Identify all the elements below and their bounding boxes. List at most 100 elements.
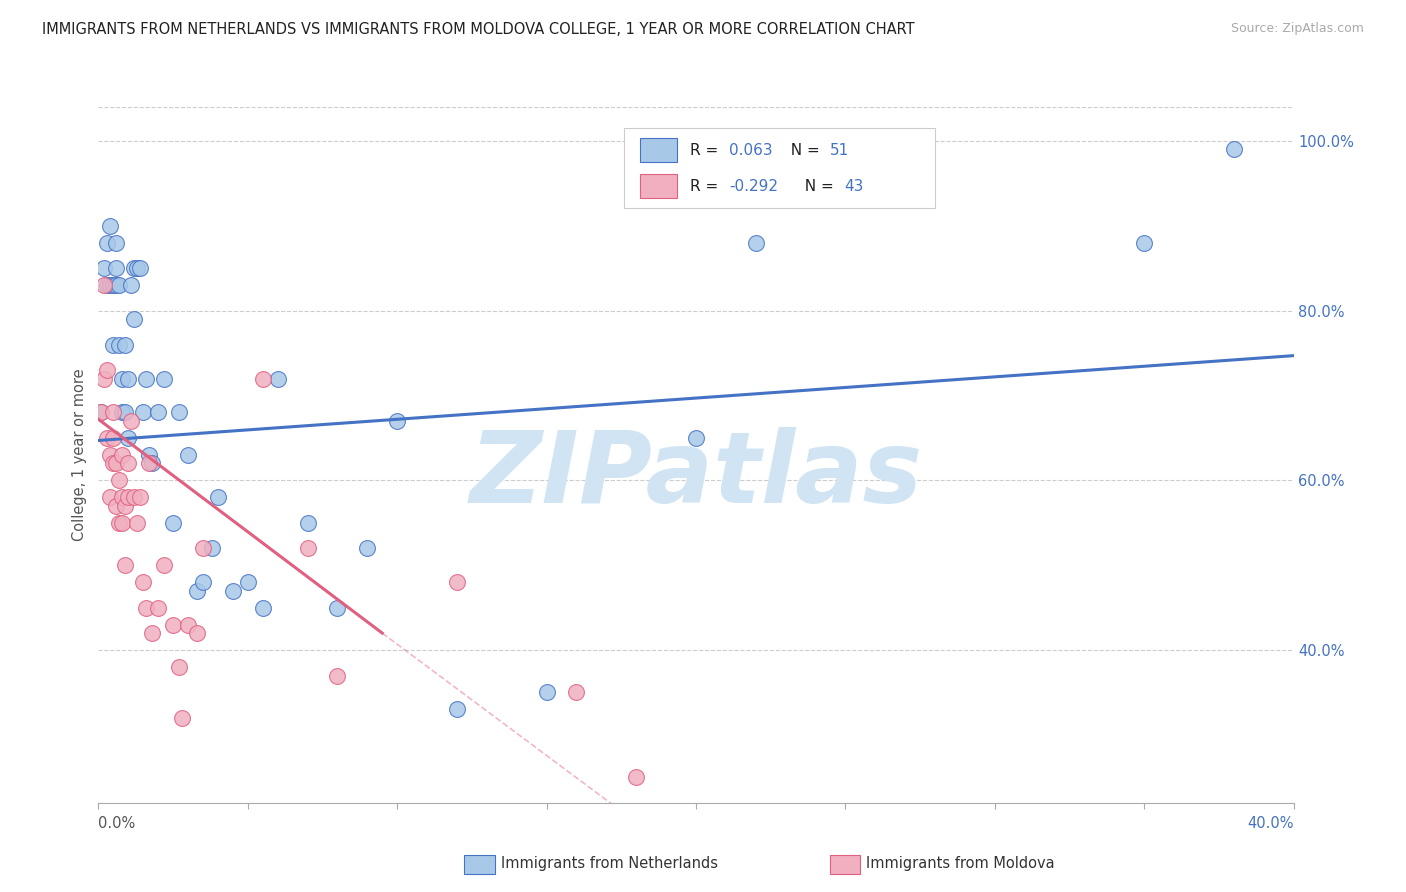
Point — [326, 600, 349, 615]
Point — [93, 261, 115, 276]
Text: 51: 51 — [830, 143, 849, 158]
Point — [297, 541, 319, 556]
Point — [141, 457, 163, 471]
Point — [252, 600, 274, 615]
Point — [148, 405, 170, 419]
Point — [90, 405, 112, 419]
Point — [108, 337, 131, 351]
Point — [103, 405, 125, 419]
Point — [117, 431, 139, 445]
Point — [96, 278, 118, 293]
Point — [162, 516, 184, 530]
Point — [108, 474, 131, 488]
Point — [745, 235, 768, 250]
Point — [132, 575, 155, 590]
Point — [124, 491, 146, 505]
Point — [267, 371, 290, 385]
Point — [191, 541, 214, 556]
Point — [132, 405, 155, 419]
Point — [127, 261, 149, 276]
Point — [108, 516, 131, 530]
Point — [148, 600, 170, 615]
Point — [129, 491, 152, 505]
Point — [236, 575, 259, 590]
Point — [446, 702, 468, 716]
Point — [191, 575, 214, 590]
Point — [167, 405, 190, 419]
Point — [100, 448, 122, 462]
Text: Immigrants from Netherlands: Immigrants from Netherlands — [501, 856, 717, 871]
Text: N =: N = — [794, 178, 838, 194]
Point — [153, 371, 176, 385]
Point — [103, 337, 125, 351]
Point — [117, 371, 139, 385]
Point — [108, 278, 131, 293]
Point — [162, 617, 184, 632]
Point — [186, 583, 208, 598]
Point — [127, 516, 149, 530]
Point — [153, 558, 176, 573]
Text: N =: N = — [780, 143, 824, 158]
Point — [103, 278, 125, 293]
Text: 0.0%: 0.0% — [98, 815, 135, 830]
Text: Immigrants from Moldova: Immigrants from Moldova — [866, 856, 1054, 871]
Point — [685, 431, 707, 445]
Point — [114, 337, 136, 351]
Point — [117, 491, 139, 505]
Point — [96, 363, 118, 377]
Point — [111, 405, 134, 419]
Point — [103, 457, 125, 471]
Text: Source: ZipAtlas.com: Source: ZipAtlas.com — [1230, 22, 1364, 36]
Point — [222, 583, 245, 598]
Point — [565, 685, 588, 699]
Point — [100, 219, 122, 233]
Point — [626, 770, 648, 784]
Point — [141, 626, 163, 640]
Point — [111, 448, 134, 462]
Point — [90, 405, 112, 419]
Y-axis label: College, 1 year or more: College, 1 year or more — [72, 368, 87, 541]
Text: R =: R = — [689, 143, 723, 158]
Point — [111, 371, 134, 385]
Point — [201, 541, 224, 556]
Point — [207, 491, 229, 505]
Point — [105, 457, 128, 471]
Point — [172, 711, 194, 725]
Point — [124, 261, 146, 276]
Point — [96, 235, 118, 250]
Point — [111, 516, 134, 530]
Point — [138, 457, 160, 471]
Point — [135, 600, 157, 615]
Point — [114, 558, 136, 573]
Text: IMMIGRANTS FROM NETHERLANDS VS IMMIGRANTS FROM MOLDOVA COLLEGE, 1 YEAR OR MORE C: IMMIGRANTS FROM NETHERLANDS VS IMMIGRANT… — [42, 22, 915, 37]
Point — [114, 405, 136, 419]
Point — [117, 457, 139, 471]
Text: 43: 43 — [844, 178, 863, 194]
Point — [96, 431, 118, 445]
Point — [135, 371, 157, 385]
Point — [100, 491, 122, 505]
Text: 40.0%: 40.0% — [1247, 815, 1294, 830]
Point — [177, 617, 200, 632]
Text: R =: R = — [689, 178, 723, 194]
Point — [114, 499, 136, 513]
Point — [93, 278, 115, 293]
Point — [93, 371, 115, 385]
Point — [138, 448, 160, 462]
Point — [252, 371, 274, 385]
Text: 0.063: 0.063 — [728, 143, 772, 158]
Point — [186, 626, 208, 640]
Point — [356, 541, 378, 556]
Point — [177, 448, 200, 462]
Point — [129, 261, 152, 276]
Point — [385, 414, 409, 428]
Point — [167, 660, 190, 674]
Point — [105, 235, 128, 250]
Point — [105, 278, 128, 293]
Point — [105, 499, 128, 513]
Point — [446, 575, 468, 590]
Point — [120, 278, 142, 293]
Text: ZIPatlas: ZIPatlas — [470, 427, 922, 524]
Point — [536, 685, 558, 699]
Point — [326, 668, 349, 682]
